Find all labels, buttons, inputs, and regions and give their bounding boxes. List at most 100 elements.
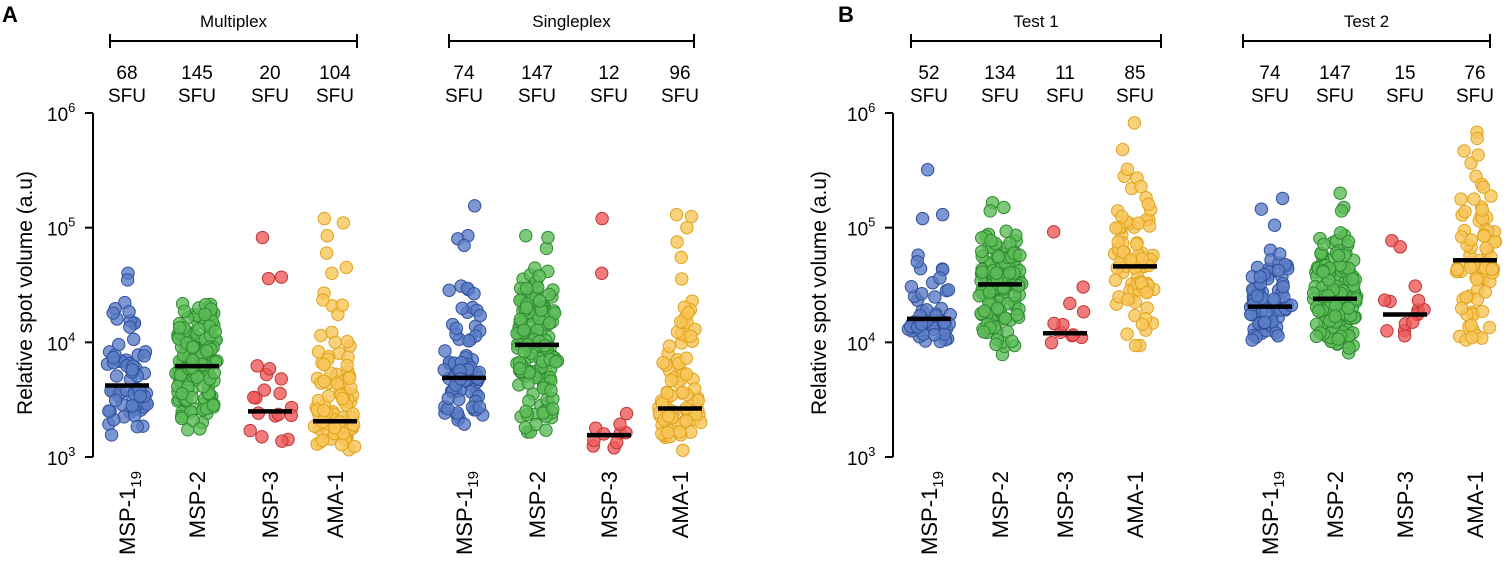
data-point xyxy=(619,406,634,421)
y-tick-label: 105 xyxy=(847,215,875,241)
data-point xyxy=(915,211,930,226)
data-point xyxy=(1131,216,1146,230)
data-point xyxy=(1454,192,1468,206)
category-subscript: 19 xyxy=(1271,471,1288,488)
data-point xyxy=(982,285,997,299)
category-name: MSP-3 xyxy=(1393,471,1418,538)
data-point xyxy=(933,271,947,285)
tick-base: 10 xyxy=(847,334,868,355)
data-point xyxy=(984,233,998,248)
data-point xyxy=(339,260,354,275)
y-tick-label: 104 xyxy=(847,329,875,355)
data-point xyxy=(1477,229,1491,243)
sfu-count: 145 xyxy=(181,63,213,84)
data-point xyxy=(976,325,991,339)
group-label: Test 2 xyxy=(1344,12,1389,31)
data-point xyxy=(336,216,351,230)
data-point xyxy=(319,246,334,260)
data-point xyxy=(274,372,288,386)
sfu-unit: SFU xyxy=(1386,86,1424,107)
data-point xyxy=(340,334,355,349)
data-point xyxy=(125,363,139,377)
data-point xyxy=(1341,234,1356,249)
sfu-unit: SFU xyxy=(178,86,216,107)
sfu-count: 104 xyxy=(319,63,351,84)
data-point xyxy=(449,321,463,336)
data-point xyxy=(1275,191,1290,206)
data-point xyxy=(1258,315,1272,330)
tick-exponent: 4 xyxy=(68,329,75,344)
category-name: MSP-1 xyxy=(917,488,942,555)
sfu-unit: SFU xyxy=(910,86,948,107)
category-label: MSP-119 xyxy=(452,471,482,555)
sfu-count: 134 xyxy=(984,63,1016,84)
data-point xyxy=(1135,317,1150,332)
data-point xyxy=(664,373,679,388)
data-point xyxy=(1121,292,1135,307)
category-name: MSP-3 xyxy=(258,471,283,538)
data-point xyxy=(1140,285,1154,300)
data-point xyxy=(675,272,689,286)
data-point xyxy=(1128,338,1143,353)
data-point xyxy=(1475,203,1490,217)
data-point xyxy=(1380,324,1394,338)
category-label: AMA-1 xyxy=(1463,471,1488,538)
data-point xyxy=(681,306,695,320)
sfu-count: 147 xyxy=(1319,63,1351,84)
data-point xyxy=(544,383,558,398)
data-point xyxy=(1063,296,1077,311)
data-point xyxy=(1120,327,1134,341)
data-point xyxy=(669,207,684,222)
data-point xyxy=(1316,265,1330,279)
data-point xyxy=(1134,179,1148,194)
category-name: MSP-1 xyxy=(115,488,140,555)
data-point xyxy=(472,400,487,414)
data-point xyxy=(457,238,471,253)
data-point xyxy=(106,350,120,365)
data-point xyxy=(200,344,214,358)
data-point xyxy=(1450,262,1465,277)
tick-base: 10 xyxy=(847,220,868,241)
data-point xyxy=(274,270,289,284)
data-point xyxy=(674,250,688,265)
tick-exponent: 6 xyxy=(68,100,75,115)
data-point xyxy=(684,209,699,224)
data-point xyxy=(517,323,531,337)
data-point xyxy=(610,435,624,450)
category-label: MSP-2 xyxy=(185,471,210,538)
data-point xyxy=(679,414,693,428)
data-point xyxy=(250,359,264,373)
tick-exponent: 4 xyxy=(868,329,875,344)
data-point xyxy=(1342,341,1356,355)
data-point xyxy=(904,280,919,294)
data-point xyxy=(335,438,349,452)
category-name: MSP-2 xyxy=(185,471,210,538)
data-point xyxy=(261,271,276,286)
category-label: MSP-3 xyxy=(258,471,283,538)
data-point xyxy=(975,265,989,279)
sfu-count: 20 xyxy=(259,63,280,84)
sfu-unit: SFU xyxy=(445,86,483,107)
data-point xyxy=(1393,240,1407,254)
data-point xyxy=(243,423,257,438)
data-point xyxy=(177,304,192,318)
data-point xyxy=(1465,330,1479,345)
data-point xyxy=(542,316,557,330)
sfu-unit: SFU xyxy=(661,86,699,107)
sfu-unit: SFU xyxy=(108,86,146,107)
sfu-count: 74 xyxy=(453,63,475,84)
data-point xyxy=(207,366,221,380)
category-name: MSP-1 xyxy=(452,488,477,555)
data-point xyxy=(532,269,546,283)
data-point xyxy=(1467,192,1481,206)
tick-base: 10 xyxy=(847,449,868,470)
data-point xyxy=(1464,318,1478,332)
data-point xyxy=(461,334,476,348)
data-point xyxy=(193,422,207,436)
y-tick-label: 106 xyxy=(47,100,75,126)
y-tick-label: 103 xyxy=(47,444,75,470)
category-label: MSP-2 xyxy=(988,471,1013,538)
sfu-unit: SFU xyxy=(1316,86,1354,107)
data-point xyxy=(1003,266,1017,280)
